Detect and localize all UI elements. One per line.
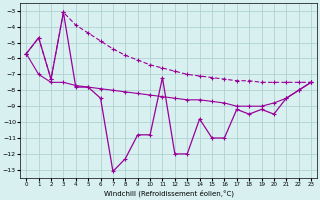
X-axis label: Windchill (Refroidissement éolien,°C): Windchill (Refroidissement éolien,°C) xyxy=(104,190,234,197)
